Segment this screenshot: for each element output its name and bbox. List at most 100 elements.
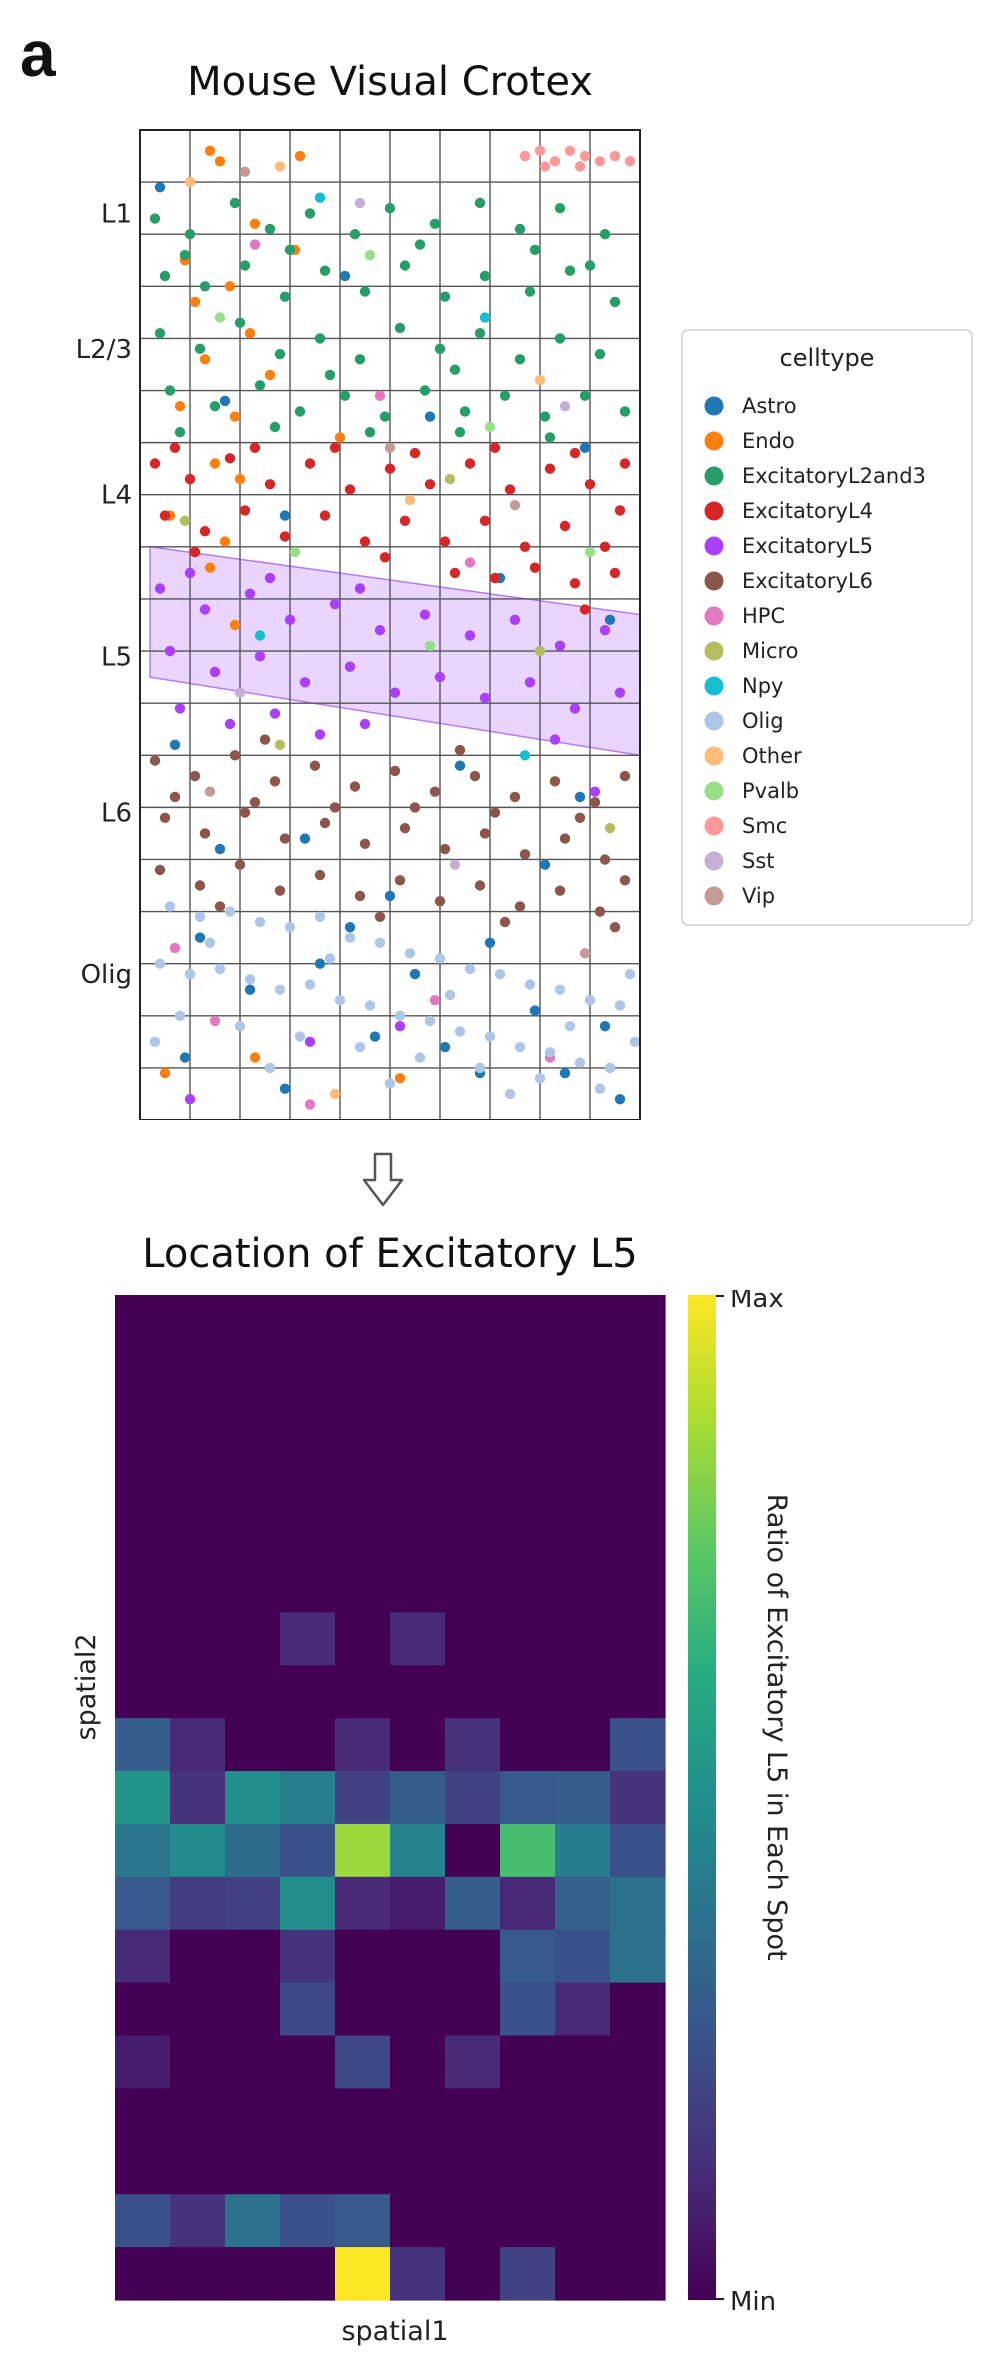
point-excitatoryl5 <box>464 630 476 641</box>
legend-entry-label: Olig <box>742 709 784 733</box>
point-excitatoryl5 <box>314 729 326 740</box>
heatmap-cell <box>445 1665 501 1719</box>
point-excitatoryl6 <box>519 849 531 860</box>
point-olig <box>484 1031 496 1042</box>
point-endo <box>174 401 186 412</box>
point-excitatoryl4 <box>359 536 371 547</box>
point-astro <box>439 1041 451 1053</box>
heatmap-cell <box>610 2141 666 2195</box>
point-endo <box>249 218 261 229</box>
heatmap-cell <box>225 2194 281 2248</box>
point-astro <box>154 182 166 193</box>
point-astro <box>344 922 356 933</box>
point-endo <box>189 296 201 308</box>
point-astro <box>599 1021 611 1032</box>
point-astro <box>244 984 256 995</box>
point-excitatoryl4 <box>519 541 531 552</box>
point-excitatoryl6 <box>269 776 281 787</box>
point-excitatoryl2and3 <box>159 270 171 282</box>
heatmap-cell <box>170 1506 226 1561</box>
point-excitatoryl2and3 <box>499 390 511 401</box>
point-excitatoryl6 <box>514 901 526 912</box>
point-excitatoryl6 <box>409 802 421 813</box>
legend-marker <box>704 676 724 696</box>
point-excitatoryl5 <box>479 692 491 704</box>
heatmap-cell <box>115 1506 171 1561</box>
point-smc <box>579 150 591 162</box>
point-astro <box>484 937 496 948</box>
point-npy <box>479 312 491 323</box>
celltype-legend: celltype Astro Endo ExcitatoryL2and3 Excita… <box>681 329 973 926</box>
point-excitatoryl2and3 <box>454 427 466 438</box>
point-endo <box>394 1073 406 1084</box>
point-excitatoryl2and3 <box>524 286 536 297</box>
heatmap-cell <box>280 1929 336 1984</box>
point-olig <box>594 1083 606 1094</box>
heatmap-cell <box>335 2194 391 2248</box>
point-excitatoryl4 <box>224 453 236 464</box>
point-endo <box>159 1067 171 1079</box>
point-astro <box>574 791 586 803</box>
heatmap-cell <box>115 1295 171 1349</box>
point-endo <box>224 281 236 292</box>
legend-marker <box>704 536 724 556</box>
heatmap-cell <box>225 1347 281 1402</box>
heatmap-cell <box>115 1400 171 1455</box>
heatmap-cell <box>610 2194 666 2248</box>
heatmap-cell <box>170 1823 226 1878</box>
point-olig <box>534 1073 546 1084</box>
heatmap-cell <box>335 2247 391 2301</box>
layer-labels: L1 L2/3 L4 L5 L6 Olig <box>76 199 132 990</box>
heatmap-cell <box>115 1718 171 1772</box>
heatmap-cell <box>500 2247 556 2301</box>
heatmap-cell <box>500 1929 556 1984</box>
point-astro <box>279 1083 291 1094</box>
point-excitatoryl5 <box>589 786 601 797</box>
point-other <box>404 494 416 506</box>
heatmap-cell <box>115 2194 171 2248</box>
point-sst <box>449 859 461 870</box>
legend-entry-label: Npy <box>742 674 783 698</box>
point-excitatoryl4 <box>344 484 356 495</box>
heatmap-cell <box>555 1718 611 1772</box>
point-excitatoryl2and3 <box>384 203 396 214</box>
down-arrow-icon <box>362 1152 404 1207</box>
heatmap-cell <box>335 1347 391 1402</box>
legend-marker <box>704 571 724 591</box>
point-excitatoryl6 <box>309 760 321 771</box>
point-excitatoryl2and3 <box>149 213 161 224</box>
point-excitatoryl5 <box>299 677 311 688</box>
point-sst <box>559 401 571 412</box>
heatmap-cell <box>610 1823 666 1878</box>
scatter-chart-title: Mouse Visual Crotex <box>187 59 593 105</box>
legend-marker <box>704 851 724 871</box>
point-hpc <box>249 239 261 250</box>
point-excitatoryl6 <box>239 807 251 818</box>
heatmap-cell <box>445 2035 501 2090</box>
heatmap-cell <box>170 1718 226 1772</box>
point-excitatoryl5 <box>389 687 401 698</box>
point-olig <box>614 1000 626 1011</box>
point-endo <box>229 619 241 631</box>
point-excitatoryl6 <box>594 906 606 917</box>
heatmap-cell <box>280 1771 336 1825</box>
point-olig <box>154 958 166 969</box>
legend-entry-label: Vip <box>742 884 775 908</box>
heatmap-cell <box>390 1612 446 1666</box>
point-endo <box>264 369 276 381</box>
heatmap-cell <box>115 1453 171 1508</box>
point-excitatoryl4 <box>449 567 461 579</box>
point-olig <box>244 974 256 985</box>
point-excitatoryl6 <box>469 770 481 782</box>
heatmap-cell <box>115 1982 171 2037</box>
heatmap-cell <box>500 2088 556 2142</box>
point-excitatoryl4 <box>199 526 211 537</box>
point-excitatoryl4 <box>304 458 316 469</box>
legend-entry-label: ExcitatoryL4 <box>742 499 873 523</box>
heatmap-cell <box>390 1453 446 1508</box>
point-astro <box>314 958 326 969</box>
point-npy <box>519 750 531 761</box>
point-sst <box>354 197 366 209</box>
point-excitatoryl6 <box>359 838 371 849</box>
point-excitatoryl6 <box>509 791 521 803</box>
